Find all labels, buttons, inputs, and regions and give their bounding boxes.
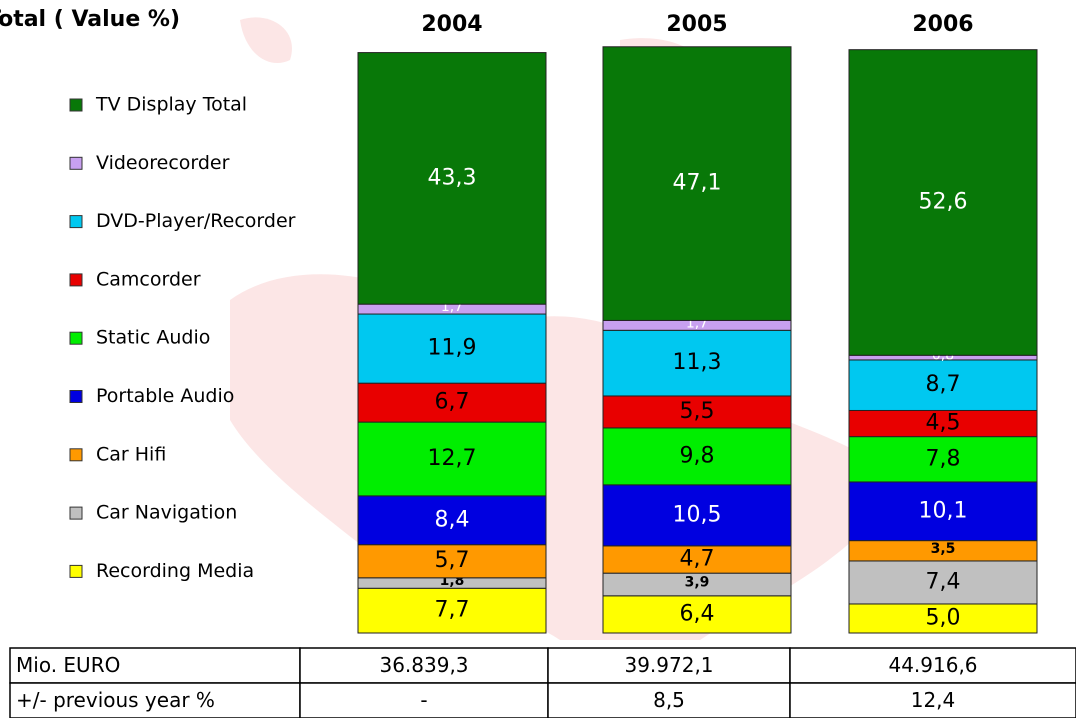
map-shape <box>230 274 900 640</box>
value-label: 4,7 <box>680 547 715 572</box>
chart-title: Total ( Value %) <box>0 7 180 32</box>
legend-label: TV Display Total <box>95 94 247 116</box>
value-label: 4,5 <box>926 411 961 436</box>
legend-swatch <box>69 98 83 112</box>
value-label: 5,5 <box>680 399 715 424</box>
legend-swatch <box>69 331 83 345</box>
bar-segment <box>848 359 1038 411</box>
value-label: 5,7 <box>435 548 470 573</box>
bar-segment <box>602 329 792 397</box>
value-label: 11,9 <box>428 336 477 361</box>
table-cell <box>789 647 1076 684</box>
value-label: 8,7 <box>926 372 961 397</box>
bar-segment <box>602 484 792 547</box>
bar-segment <box>357 544 547 579</box>
table-text: 44.916,6 <box>888 653 977 677</box>
table-text: - <box>420 688 427 712</box>
value-label: 7,4 <box>926 569 961 594</box>
table-text: 8,5 <box>653 688 685 712</box>
legend-label: Recording Media <box>96 560 254 582</box>
bar-segment <box>357 587 547 634</box>
value-label: 9,8 <box>680 443 715 468</box>
value-label: 10,5 <box>673 502 722 527</box>
bar-segment <box>848 481 1038 542</box>
bar-segment <box>848 436 1038 483</box>
value-label: 11,3 <box>673 350 722 375</box>
bar-segment <box>602 595 792 634</box>
legend-label: Portable Audio <box>96 385 234 407</box>
bar-segment <box>848 49 1038 356</box>
table-cell <box>299 682 549 718</box>
value-label: 3,9 <box>685 574 710 590</box>
value-label: 3,5 <box>931 541 956 557</box>
value-label: 6,7 <box>435 390 470 415</box>
legend-label: DVD-Player/Recorder <box>96 210 296 232</box>
value-label: 6,4 <box>680 601 715 626</box>
legend-swatch <box>69 156 83 170</box>
bar-segment <box>602 395 792 429</box>
value-label: 52,6 <box>919 189 968 214</box>
background-map <box>230 17 900 640</box>
value-label: 47,1 <box>673 171 722 196</box>
table-text: 39.972,1 <box>624 653 713 677</box>
x-tick-label: 2004 <box>421 12 482 37</box>
value-label: 43,3 <box>428 165 477 190</box>
legend-swatch <box>69 506 83 520</box>
x-tick-label: 2005 <box>666 12 727 37</box>
x-tick-label: 2006 <box>912 12 973 37</box>
table-text: +/- previous year % <box>16 688 215 712</box>
bar-segment <box>602 427 792 486</box>
bar-segment <box>602 545 792 574</box>
value-label: 12,7 <box>428 446 477 471</box>
legend-label: Car Hifi <box>96 443 166 465</box>
legend-swatch <box>69 273 83 287</box>
legend-label: Static Audio <box>96 327 210 349</box>
value-label: 7,8 <box>926 446 961 471</box>
legend-label: Camcorder <box>96 268 201 290</box>
bar-segment <box>848 409 1038 438</box>
table-cell <box>547 647 791 684</box>
legend-swatch <box>69 448 83 462</box>
table-text: Mio. EURO <box>16 653 120 677</box>
legend-label: Videorecorder <box>96 152 230 174</box>
table-text: 36.839,3 <box>379 653 468 677</box>
legend-swatch <box>69 215 83 229</box>
value-label: 5,0 <box>926 605 961 630</box>
bar-segment <box>602 46 792 321</box>
bar-segment <box>848 603 1038 634</box>
value-label: 10,1 <box>919 498 968 523</box>
table-cell <box>299 647 549 684</box>
table-cell <box>789 682 1076 718</box>
legend-swatch <box>69 564 83 578</box>
table-cell <box>9 647 301 684</box>
bar-segment <box>357 52 547 305</box>
table-text: 12,4 <box>911 688 956 712</box>
value-label: 7,7 <box>435 598 470 623</box>
value-label: 8,4 <box>435 507 470 532</box>
map-shape <box>240 17 292 64</box>
legend-swatch <box>69 390 83 403</box>
legend-label: Car Navigation <box>96 502 237 524</box>
